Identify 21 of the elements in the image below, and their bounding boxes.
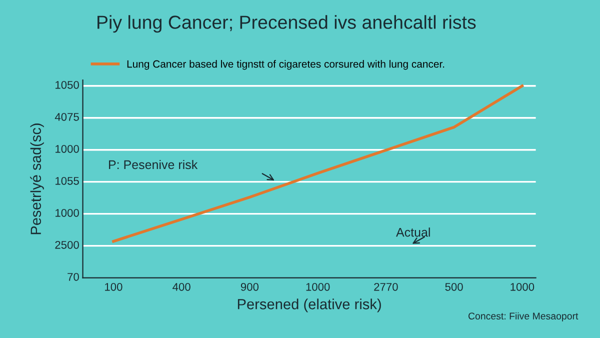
x-tick-label: 100 xyxy=(105,282,122,291)
x-tick-label: 1000 xyxy=(306,282,330,291)
text: 2500 xyxy=(55,240,79,249)
x-tick-label: 1000 xyxy=(510,282,534,291)
text: 1000 xyxy=(56,144,79,153)
text: 1000 xyxy=(56,208,79,217)
x-tick-label: 900 xyxy=(240,282,259,291)
annotation: P: Pesenive risk xyxy=(109,160,198,170)
text: Concest: Fiive Mesaoport xyxy=(468,312,578,322)
text: 70 xyxy=(68,272,79,281)
x-tick-label: 500 xyxy=(445,282,463,291)
text: 1050 xyxy=(56,80,79,89)
annotation: Actual xyxy=(396,228,430,237)
x-tick-label: 2770 xyxy=(374,282,398,291)
text: 4075 xyxy=(54,112,79,121)
x-tick-label: 400 xyxy=(172,282,190,291)
chart-title: Piy lung Cancer; Precensed ivs anehcaltl rists xyxy=(98,15,476,33)
text: 1055 xyxy=(56,176,79,185)
y-axis-title: Pesetrlyé sad(sc) xyxy=(30,124,44,234)
x-axis-title: Persened (elative risk) xyxy=(238,298,381,312)
legend-label: Lung Cancer based lve tignstt of cigaretes corsured with lung cancer. xyxy=(127,60,444,70)
